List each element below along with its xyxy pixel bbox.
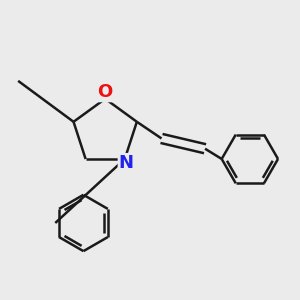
Text: N: N	[118, 154, 134, 172]
Text: O: O	[98, 83, 113, 101]
